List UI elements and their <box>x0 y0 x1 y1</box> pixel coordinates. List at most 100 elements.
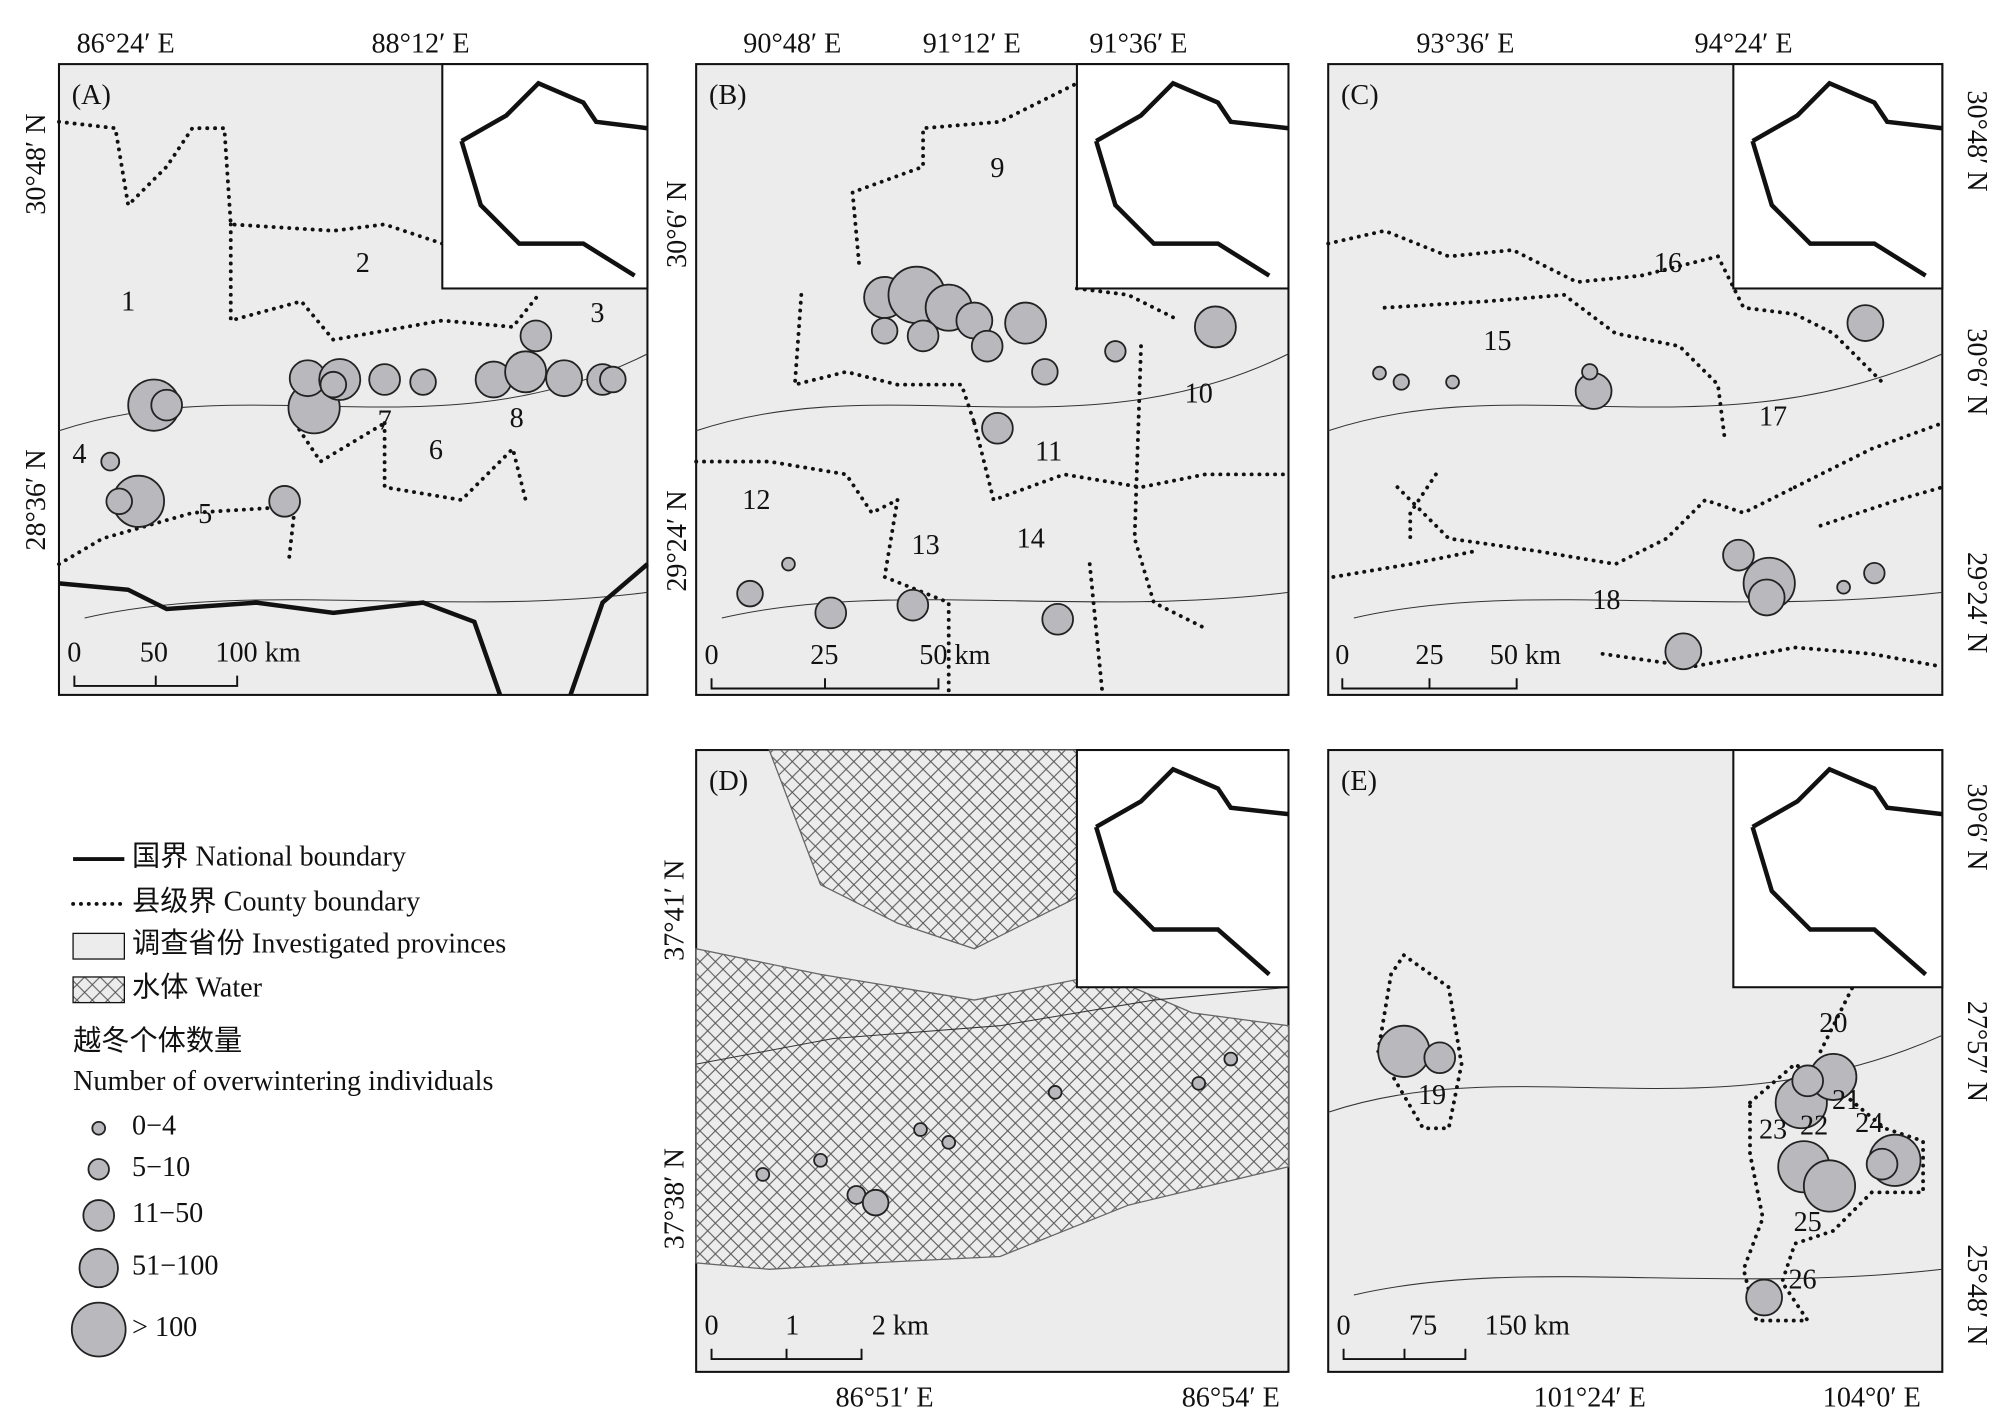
county-boundary <box>57 504 298 567</box>
site-circle <box>1863 561 1886 585</box>
scale-label: 25 <box>1415 640 1443 671</box>
region-number: 13 <box>912 530 940 561</box>
scale-label: 1 <box>785 1311 799 1342</box>
panel-label: (E) <box>1341 766 1377 797</box>
legend-size-circle <box>70 1301 127 1358</box>
site-circle <box>1372 365 1387 381</box>
region-number: 19 <box>1418 1080 1446 1111</box>
region-number: 4 <box>72 439 86 470</box>
legend-size-circle <box>87 1158 110 1181</box>
site-circle <box>368 363 401 396</box>
legend-label: 水体 Water <box>132 971 263 1003</box>
scale-bar <box>1342 1348 1467 1361</box>
map-panel: (E) 101°24′ E 104°0′ E 30°6′ N 27°57′ N 25°48… <box>1327 749 1992 1414</box>
legend-label: 国界 National boundary <box>132 841 406 872</box>
panel-label: (A) <box>72 80 111 111</box>
site-circle <box>1846 304 1885 342</box>
river <box>721 591 1289 619</box>
lon-tick-label: 86°51′ E <box>836 1383 934 1414</box>
site-circle <box>1445 374 1460 390</box>
scale-label: 150 km <box>1485 1311 1570 1342</box>
scale-label: 50 <box>140 638 168 669</box>
site-circle <box>896 588 930 622</box>
region-number: 9 <box>990 153 1004 184</box>
region-number: 16 <box>1654 248 1682 279</box>
lon-tick-label: 104°0′ E <box>1823 1383 1921 1414</box>
site-circle <box>1791 1064 1824 1098</box>
site-circle <box>970 329 1004 363</box>
site-circle <box>1377 1024 1431 1078</box>
region-number: 5 <box>198 499 212 530</box>
legend-size-label: 51−100 <box>132 1250 218 1281</box>
lat-tick-label: 30°6′ N <box>1961 328 1992 415</box>
inset-outline <box>1750 80 1943 278</box>
county-boundary <box>882 498 951 697</box>
region-number: 10 <box>1185 379 1213 410</box>
region-number: 14 <box>1017 524 1045 555</box>
lon-tick-label: 91°36′ E <box>1089 29 1187 60</box>
site-circle <box>268 485 301 518</box>
site-circle <box>599 365 627 394</box>
map-panel: (D) 86°51′ E 86°54′ E 37°41′ N 37°38′ N 0 1 2 k… <box>659 749 1290 1414</box>
scale-label: 25 <box>810 640 838 671</box>
region-number: 22 <box>1800 1111 1828 1142</box>
site-circle <box>105 487 133 516</box>
panel-label: (B) <box>709 80 747 111</box>
lat-tick-label: 37°38′ N <box>659 1148 690 1249</box>
scale-bar <box>710 1348 863 1361</box>
legend-province <box>72 932 126 960</box>
legend-size-label: 0−4 <box>132 1111 176 1142</box>
map-panel: (A) 86°24′ E 88°12′ E 30°48′ N 28°36′ N 0 50 10… <box>21 29 649 696</box>
site-circle <box>813 1153 828 1168</box>
legend-subtitle: Number of overwintering individuals <box>73 1066 493 1097</box>
region-number: 2 <box>356 248 370 279</box>
county-boundary <box>382 421 528 503</box>
water <box>695 947 1290 1270</box>
panel-label: (D) <box>709 766 748 797</box>
site-circle <box>941 1135 957 1150</box>
legend-size-label: > 100 <box>132 1312 197 1343</box>
site-circle <box>1031 358 1059 386</box>
site-circle <box>906 319 940 353</box>
lon-tick-label: 90°48′ E <box>743 29 841 60</box>
legend-size-circle <box>91 1120 107 1136</box>
site-circle <box>504 350 548 394</box>
river <box>1353 591 1943 619</box>
legend-title: 越冬个体数量 <box>73 1025 242 1057</box>
legend-water <box>72 976 126 1004</box>
county-boundary <box>1600 645 1945 669</box>
region-number: 7 <box>378 406 392 437</box>
site-circle <box>545 359 583 398</box>
national-boundary <box>58 562 649 696</box>
county-boundary <box>292 421 387 465</box>
county-boundary <box>1792 421 1945 490</box>
scale-label: 50 km <box>919 640 990 671</box>
site-circle <box>1423 1041 1457 1075</box>
map-panel: (C) 93°36′ E 94°24′ E 30°48′ N 30°6′ N 29°24′… <box>1326 29 1992 696</box>
lat-tick-label: 27°57′ N <box>1961 1001 1992 1102</box>
region-number: 26 <box>1788 1265 1816 1296</box>
lat-tick-label: 30°48′ N <box>1961 90 1992 191</box>
county-boundary <box>1376 952 1464 1131</box>
legend-size-label: 5−10 <box>132 1152 190 1183</box>
lat-tick-label: 29°24′ N <box>662 490 693 591</box>
region-number: 24 <box>1855 1108 1883 1139</box>
county-boundary <box>1087 562 1105 697</box>
county-boundary <box>972 421 1291 503</box>
scale-bar <box>73 675 239 687</box>
site-circle <box>150 388 183 422</box>
county-boundary <box>1408 472 1438 541</box>
region-number: 6 <box>429 435 443 466</box>
county-boundary <box>1395 485 1797 567</box>
region-number: 23 <box>1759 1115 1787 1146</box>
inset-map <box>1075 749 1290 989</box>
lon-tick-label: 88°12′ E <box>371 29 469 60</box>
lon-tick-label: 94°24′ E <box>1695 29 1793 60</box>
county-boundary <box>1716 254 1887 387</box>
lon-tick-label: 86°24′ E <box>77 29 175 60</box>
region-number: 15 <box>1483 326 1511 357</box>
scale-label: 50 km <box>1490 640 1561 671</box>
site-circle <box>913 1122 928 1137</box>
scale-label: 0 <box>67 638 81 669</box>
